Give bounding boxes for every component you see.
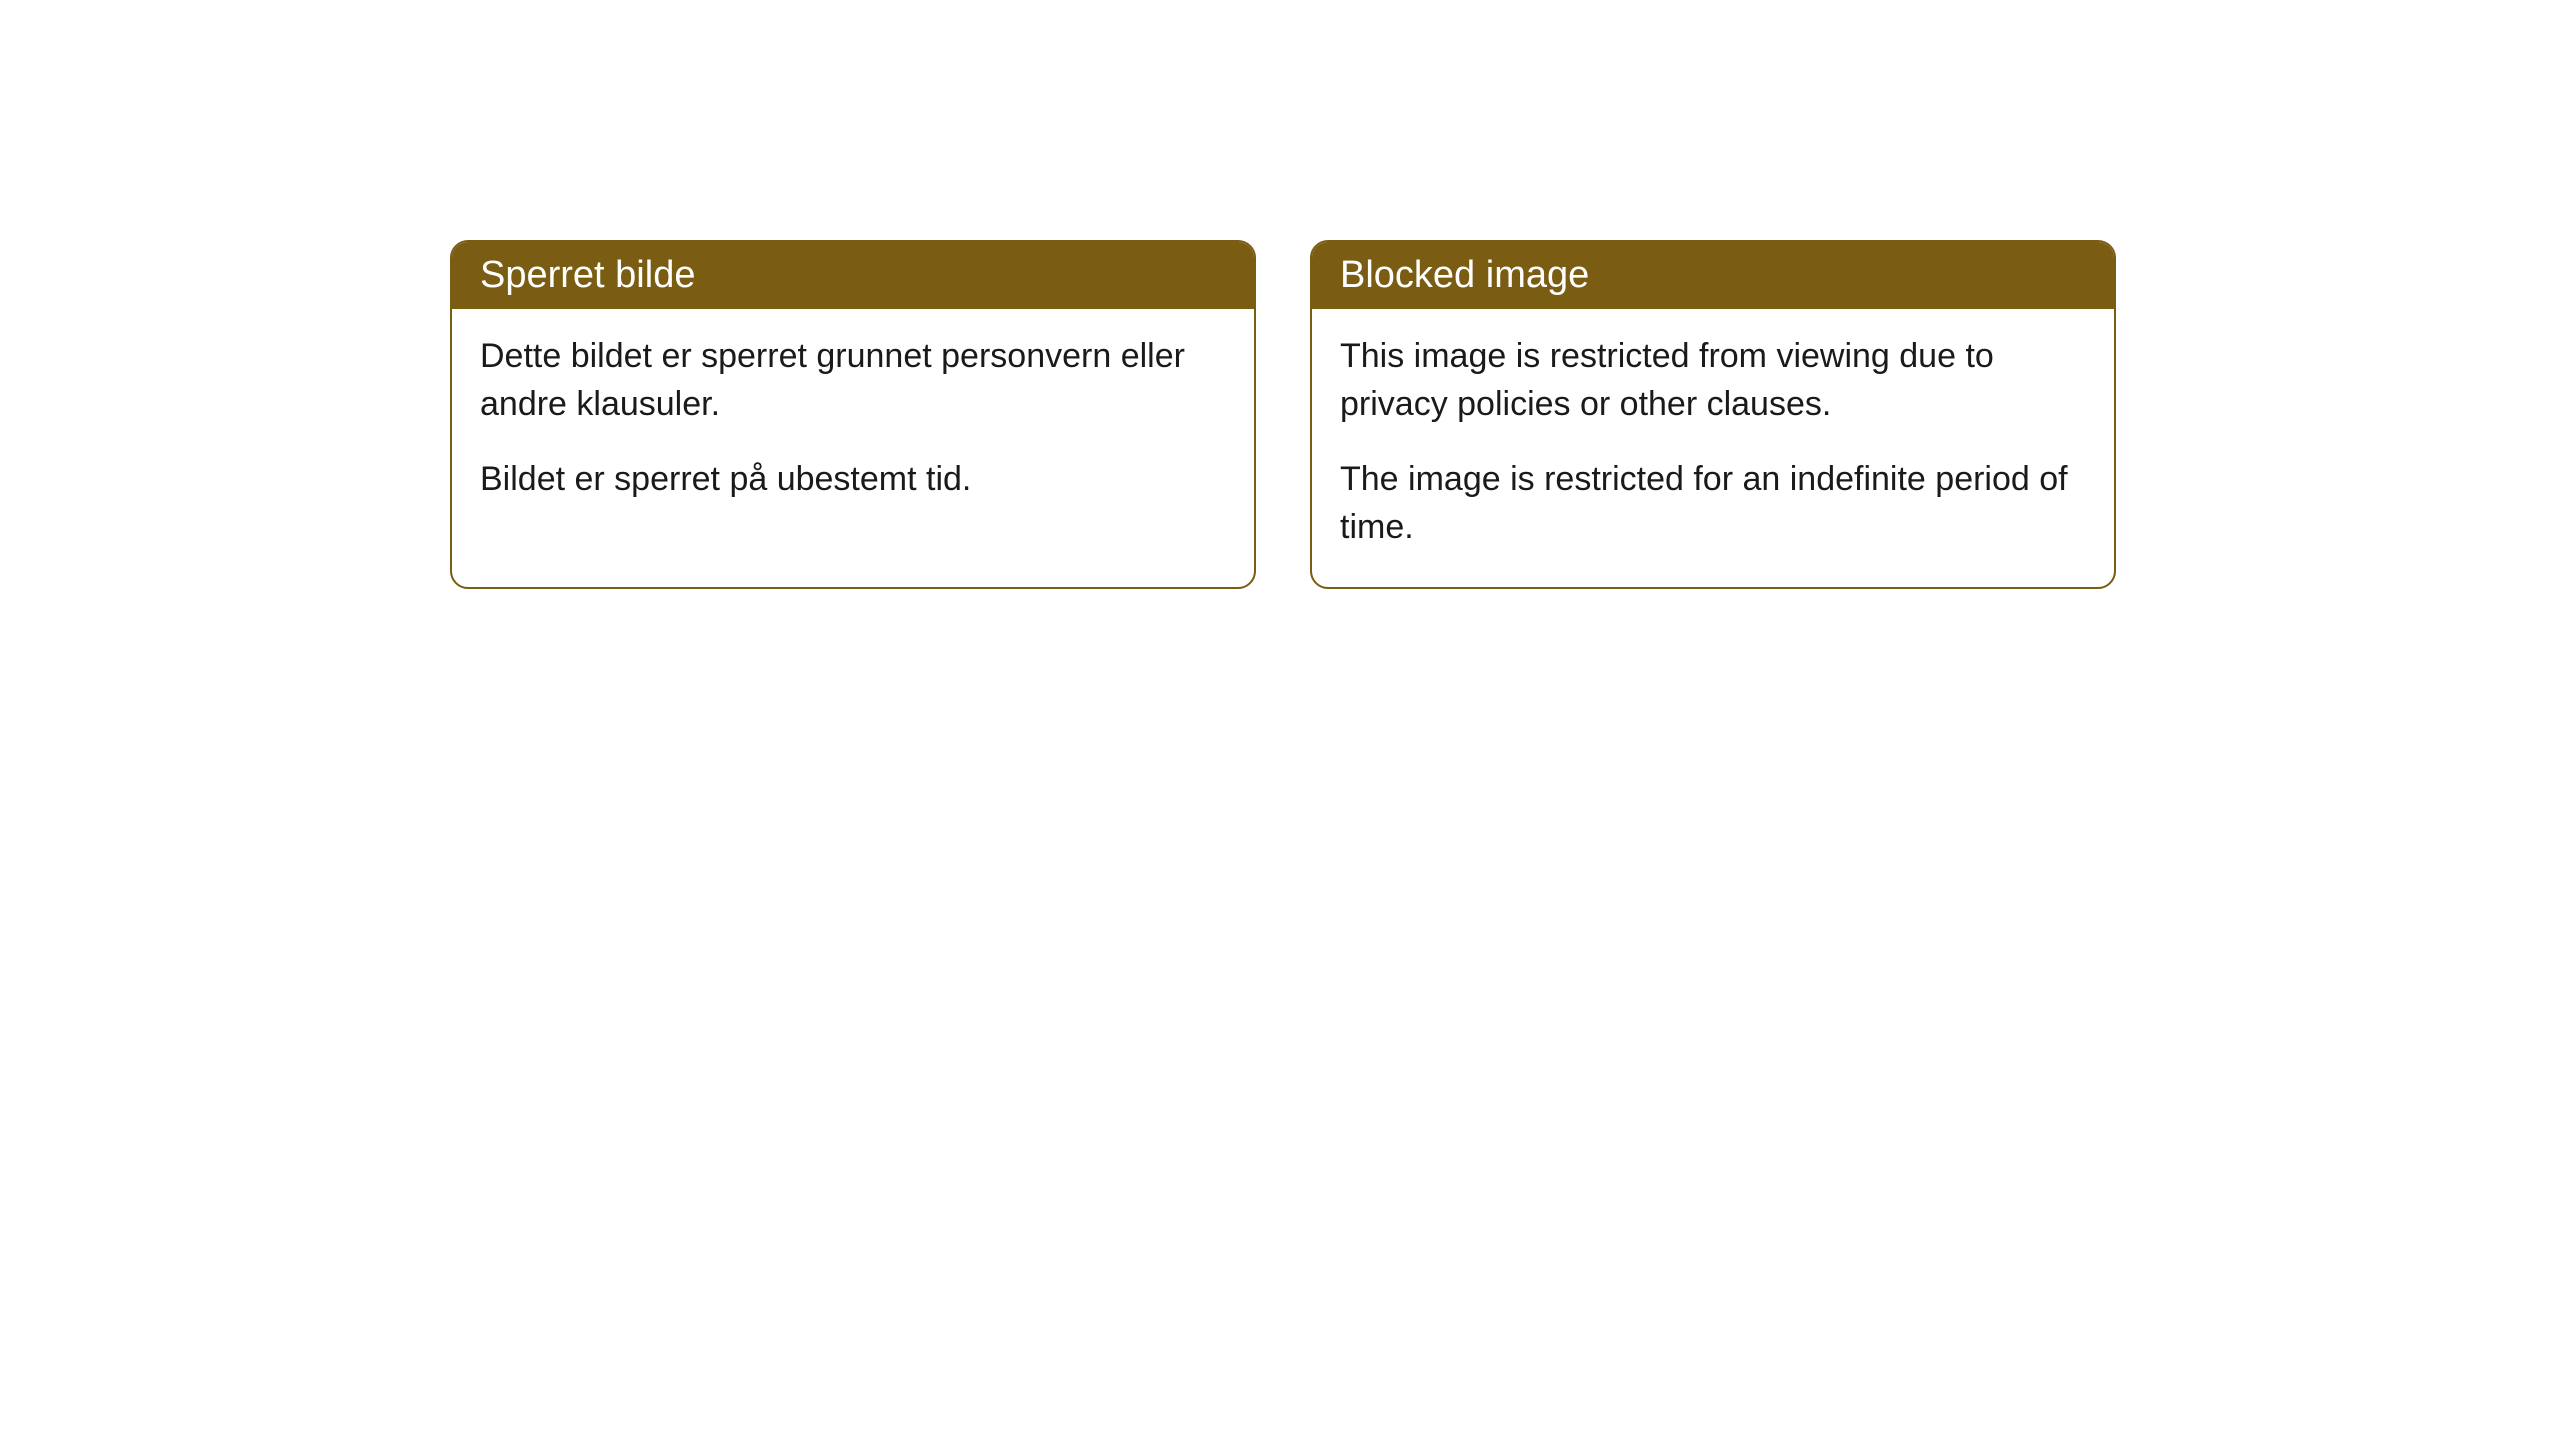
card-paragraph-1-no: Dette bildet er sperret grunnet personve…: [480, 333, 1226, 428]
card-body-en: This image is restricted from viewing du…: [1312, 309, 2114, 587]
blocked-image-card-en: Blocked image This image is restricted f…: [1310, 240, 2116, 589]
card-paragraph-2-no: Bildet er sperret på ubestemt tid.: [480, 456, 1226, 504]
card-header-no: Sperret bilde: [452, 242, 1254, 309]
card-header-en: Blocked image: [1312, 242, 2114, 309]
blocked-image-card-no: Sperret bilde Dette bildet er sperret gr…: [450, 240, 1256, 589]
card-paragraph-2-en: The image is restricted for an indefinit…: [1340, 456, 2086, 551]
notice-cards-container: Sperret bilde Dette bildet er sperret gr…: [450, 240, 2116, 589]
card-paragraph-1-en: This image is restricted from viewing du…: [1340, 333, 2086, 428]
card-body-no: Dette bildet er sperret grunnet personve…: [452, 309, 1254, 540]
